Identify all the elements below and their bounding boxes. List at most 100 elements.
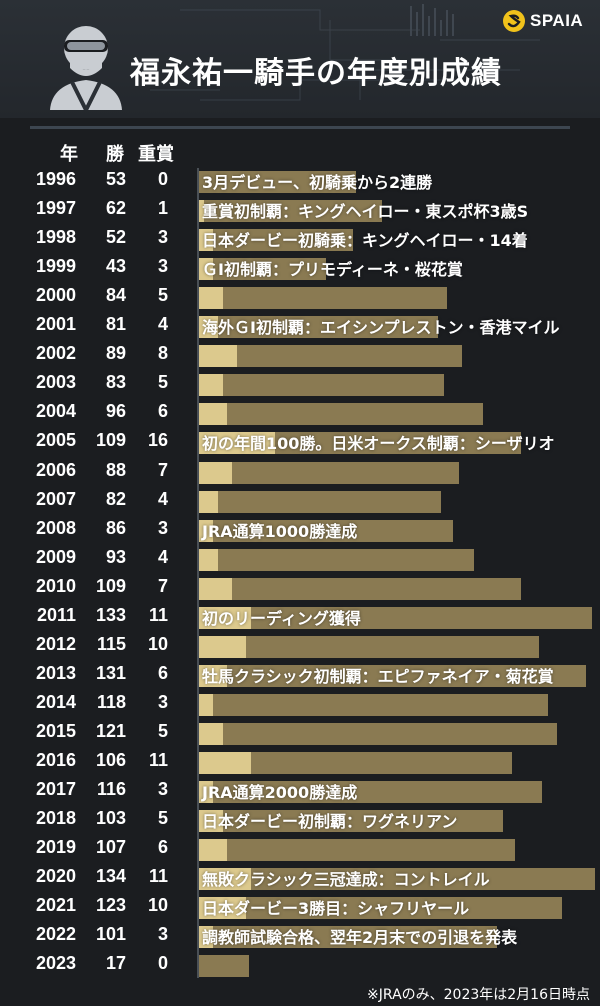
wins-value: 134 (95, 866, 126, 887)
grade-wins-value: 0 (157, 169, 168, 189)
milestone-annotation: 牡馬クラシック初制覇：エピファネイア・菊花賞 (202, 666, 554, 686)
year-label: 2021 (35, 895, 76, 916)
year-label: 1997 (35, 198, 76, 219)
grade-wins-bar (199, 316, 218, 339)
year-label: 2000 (35, 285, 76, 306)
grade-wins-bar (199, 403, 228, 426)
grade-wins-bar (199, 664, 228, 687)
wins-bar (199, 606, 593, 629)
table-row: 2010 109 7 (0, 573, 600, 602)
year-label: 2016 (35, 750, 76, 770)
year-label: 2022 (35, 924, 76, 945)
wins-bar (199, 519, 454, 542)
wins-value: 115 (96, 633, 126, 654)
wins-value: 83 (105, 372, 126, 393)
wins-value: 88 (105, 459, 126, 480)
grade-wins-value: 0 (157, 953, 168, 974)
grade-wins-bar (199, 519, 214, 542)
table-row: 2017 116 3 JRA通算2000勝達成 (0, 776, 600, 805)
jockey-icon (50, 26, 122, 110)
grade-wins-value: 5 (157, 372, 168, 393)
wins-value: 116 (96, 779, 126, 800)
year-label: 2011 (36, 604, 76, 625)
grade-wins-value: 1 (157, 198, 168, 219)
table-row: 2020 134 11 無敗クラシック三冠達成：コントレイル (0, 863, 600, 892)
wins-bar (199, 810, 504, 833)
header-banner: 福永祐一騎手の年度別成績 SPAIA (0, 0, 600, 118)
wins-value: 133 (95, 604, 126, 625)
grade-wins-bar (199, 490, 218, 513)
wins-value: 17 (105, 953, 126, 974)
grade-wins-value: 4 (157, 314, 168, 335)
circuit-pattern (150, 4, 540, 101)
column-header-year: 年 (60, 144, 78, 165)
wins-bar (199, 926, 498, 949)
table-row: 2012 115 10 (0, 631, 600, 660)
wins-bar (199, 258, 327, 281)
spaia-logo: SPAIA (502, 8, 583, 34)
milestone-annotation: 3月デビュー、初騎乗から2連勝 (202, 173, 433, 192)
grade-wins-bar (199, 868, 251, 891)
grade-wins-value: 3 (157, 924, 168, 945)
year-label: 2019 (35, 837, 76, 858)
year-label: 2013 (35, 662, 76, 683)
wins-bar (199, 287, 448, 310)
grade-wins-bar (199, 548, 218, 571)
grade-wins-value: 11 (148, 750, 168, 770)
milestone-annotation: JRA通算1000勝達成 (202, 521, 358, 541)
milestone-annotation: 日本ダービー3勝目：シャフリヤール (202, 899, 470, 919)
grade-wins-value: 10 (147, 895, 168, 916)
grade-wins-value: 4 (157, 546, 168, 567)
grade-wins-bar (199, 606, 251, 629)
wins-value: 93 (105, 546, 126, 567)
wins-value: 106 (95, 750, 126, 770)
grade-wins-value: 10 (147, 633, 168, 654)
year-label: 2006 (35, 459, 76, 480)
grade-wins-bar (199, 810, 223, 833)
table-row: 2007 82 4 (0, 486, 600, 515)
grade-wins-bar (199, 752, 251, 774)
grade-wins-value: 5 (157, 285, 168, 306)
grade-wins-value: 6 (157, 401, 168, 422)
table-row: 2008 86 3 JRA通算1000勝達成 (0, 515, 600, 544)
wins-value: 109 (95, 575, 126, 596)
table-row: 2014 118 3 (0, 689, 600, 718)
wins-value: 89 (105, 343, 126, 364)
milestone-annotation: 海外ＧⅠ初制覇：エイシンプレストン・香港マイル (202, 318, 560, 338)
wins-bar (199, 722, 557, 745)
table-row: 1999 43 3 ＧⅠ初制覇：プリモディーネ・桜花賞 (0, 253, 600, 282)
spaia-logo-icon (503, 10, 525, 32)
wins-bar (199, 664, 587, 687)
milestone-annotation: 日本ダービー初騎乗：キングヘイロー・14着 (202, 231, 528, 251)
table-row: 2021 123 10 日本ダービー3勝目：シャフリヤール (0, 892, 600, 921)
milestone-annotation: JRA通算2000勝達成 (202, 783, 358, 803)
grade-wins-value: 3 (157, 517, 168, 538)
column-header-wins: 勝 (106, 144, 124, 165)
year-label: 2008 (35, 517, 76, 538)
bar-axis-line (197, 168, 199, 978)
table-row: 1998 52 3 日本ダービー初騎乗：キングヘイロー・14着 (0, 224, 600, 253)
milestone-annotation: 初のリーディング獲得 (202, 608, 361, 628)
grade-wins-bar (199, 345, 237, 368)
grade-wins-value: 3 (157, 691, 168, 712)
wins-bar (199, 635, 539, 658)
table-row: 2009 93 4 (0, 544, 600, 573)
wins-value: 82 (105, 488, 126, 509)
wins-value: 109 (95, 430, 126, 451)
wins-value: 101 (95, 924, 126, 945)
logo-text: SPAIA (530, 11, 584, 30)
table-row: 2015 121 5 (0, 718, 600, 747)
table-row: 2002 89 8 (0, 340, 600, 369)
wins-value: 107 (95, 837, 126, 858)
table-row: 2023 17 0 (0, 950, 600, 979)
grade-wins-bar (199, 839, 228, 862)
wins-bar (199, 577, 522, 600)
wins-value: 86 (105, 517, 126, 538)
grade-wins-bar (199, 926, 214, 949)
year-label: 2018 (35, 808, 76, 829)
wins-bar (199, 490, 442, 513)
grade-wins-value: 6 (157, 837, 168, 858)
grade-wins-bar (199, 897, 247, 920)
wins-value: 131 (95, 662, 126, 683)
year-label: 2023 (35, 953, 76, 974)
